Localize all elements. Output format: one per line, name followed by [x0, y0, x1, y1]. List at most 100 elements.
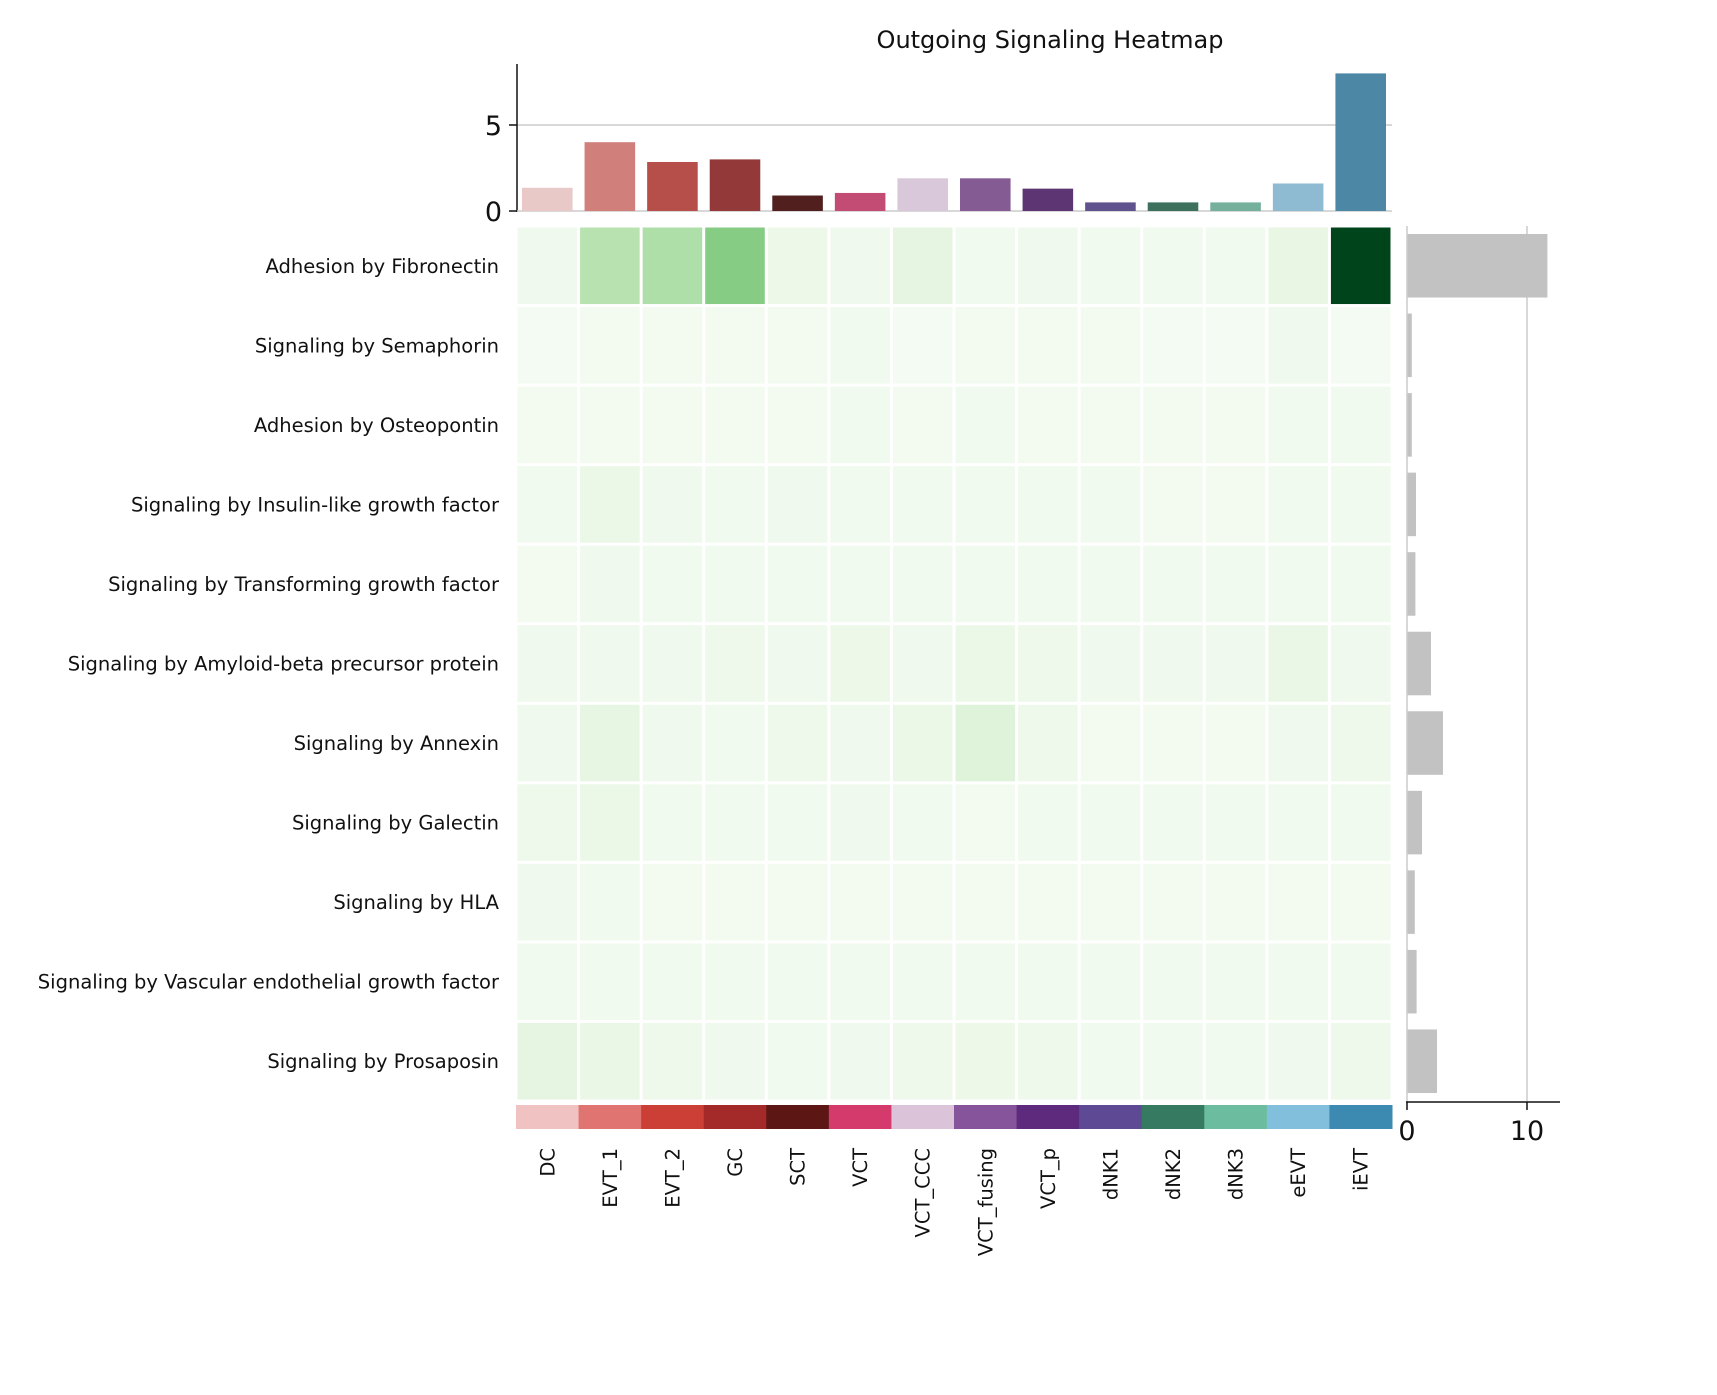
- heatmap-cell: [1143, 943, 1203, 1020]
- heatmap-cell: [642, 545, 703, 623]
- heatmap-cell: [1205, 704, 1266, 782]
- column-label: GC: [724, 1148, 747, 1177]
- heatmap-cell: [1018, 545, 1078, 623]
- heatmap-cell: [1330, 466, 1391, 543]
- heatmap-cell: [642, 227, 703, 305]
- heatmap-cell: [892, 625, 953, 702]
- heatmap-cell: [1080, 863, 1141, 941]
- heatmap-cell: [517, 227, 578, 305]
- heatmap-cell: [1268, 545, 1328, 623]
- heatmap-cell: [517, 1022, 578, 1100]
- heatmap-cell: [767, 625, 828, 702]
- heatmap-cell: [705, 227, 765, 305]
- column-label: EVT_1: [599, 1148, 622, 1208]
- column-color-swatch: [1079, 1105, 1143, 1129]
- heatmap-cell: [830, 625, 890, 702]
- heatmap-cell: [1143, 1022, 1203, 1100]
- top-bar: [1210, 202, 1261, 211]
- heatmap-cell: [642, 307, 703, 384]
- heatmap-cell: [1268, 307, 1328, 384]
- heatmap-cell: [1143, 466, 1203, 543]
- heatmap-cell: [642, 704, 703, 782]
- heatmap-cell: [642, 863, 703, 941]
- column-color-swatch: [1016, 1105, 1080, 1129]
- top-y-tick-label: 0: [485, 197, 502, 228]
- heatmap-cell: [1080, 545, 1141, 623]
- column-color-strip: [516, 1105, 1393, 1129]
- heatmap-cell: [1080, 1022, 1141, 1100]
- heatmap-cell: [1205, 625, 1266, 702]
- heatmap-cell: [1330, 1022, 1391, 1100]
- heatmap-cell: [1205, 307, 1266, 384]
- top-bar: [1335, 73, 1386, 212]
- row-label: Signaling by HLA: [333, 891, 499, 914]
- heatmap-cell: [580, 625, 640, 702]
- heatmap-cell: [892, 784, 953, 861]
- column-color-swatch: [891, 1105, 955, 1129]
- heatmap-cell: [892, 466, 953, 543]
- heatmap-cell: [955, 625, 1016, 702]
- heatmap-cell: [955, 943, 1016, 1020]
- heatmap-cell: [517, 704, 578, 782]
- column-color-swatch: [1329, 1105, 1393, 1129]
- heatmap-cell: [955, 863, 1016, 941]
- row-labels: Adhesion by Fibronectin Signaling by Sema…: [38, 255, 500, 1073]
- heatmap-cell: [892, 545, 953, 623]
- column-label: dNK3: [1225, 1148, 1248, 1200]
- heatmap-cell: [767, 227, 828, 305]
- heatmap-cell: [1018, 943, 1078, 1020]
- heatmap-cell: [705, 943, 765, 1020]
- heatmap-cell: [642, 943, 703, 1020]
- heatmap-cell: [955, 784, 1016, 861]
- top-bar: [647, 161, 698, 211]
- top-bar: [1085, 202, 1136, 211]
- heatmap-cell: [767, 466, 828, 543]
- right-bar: [1407, 313, 1412, 378]
- heatmap-cell: [892, 307, 953, 384]
- heatmap-cell: [705, 1022, 765, 1100]
- heatmap-cell: [830, 307, 890, 384]
- column-color-swatch: [954, 1105, 1018, 1129]
- heatmap-cell: [767, 704, 828, 782]
- column-label: VCT: [849, 1148, 872, 1187]
- heatmap-cell: [1143, 863, 1203, 941]
- top-bar: [772, 195, 823, 211]
- heatmap-cell: [642, 386, 703, 464]
- column-color-swatch: [641, 1105, 705, 1129]
- top-bar: [1022, 188, 1074, 211]
- heatmap-cell: [1205, 1022, 1266, 1100]
- column-label: SCT: [787, 1148, 810, 1186]
- heatmap-cell: [705, 307, 765, 384]
- top-bar: [960, 178, 1011, 211]
- heatmap-cell: [830, 227, 890, 305]
- heatmap-cell: [1268, 625, 1328, 702]
- column-color-swatch: [828, 1105, 892, 1129]
- heatmap-cell: [892, 943, 953, 1020]
- heatmap-cell: [1330, 625, 1391, 702]
- column-color-swatch: [703, 1105, 767, 1129]
- top-bar-chart: 05: [485, 64, 1392, 228]
- right-bar: [1407, 711, 1443, 775]
- heatmap-cell: [1205, 386, 1266, 464]
- column-color-swatch: [1266, 1105, 1330, 1129]
- heatmap-cell: [955, 1022, 1016, 1100]
- heatmap-cell: [517, 784, 578, 861]
- heatmap-cell: [767, 784, 828, 861]
- heatmap-cell: [517, 466, 578, 543]
- right-bar: [1407, 1029, 1437, 1093]
- heatmap-cell: [580, 386, 640, 464]
- heatmap-cell: [1018, 625, 1078, 702]
- heatmap-cell: [1080, 466, 1141, 543]
- right-bar: [1407, 234, 1548, 298]
- heatmap-cell: [1330, 227, 1391, 305]
- heatmap-cell: [1018, 1022, 1078, 1100]
- heatmap-grid: [517, 227, 1391, 1100]
- top-bar: [584, 142, 636, 211]
- heatmap-cell: [642, 625, 703, 702]
- column-color-swatch: [516, 1105, 580, 1129]
- heatmap-cell: [1205, 466, 1266, 543]
- right-bar: [1407, 631, 1431, 696]
- heatmap-cell: [517, 307, 578, 384]
- heatmap-cell: [830, 545, 890, 623]
